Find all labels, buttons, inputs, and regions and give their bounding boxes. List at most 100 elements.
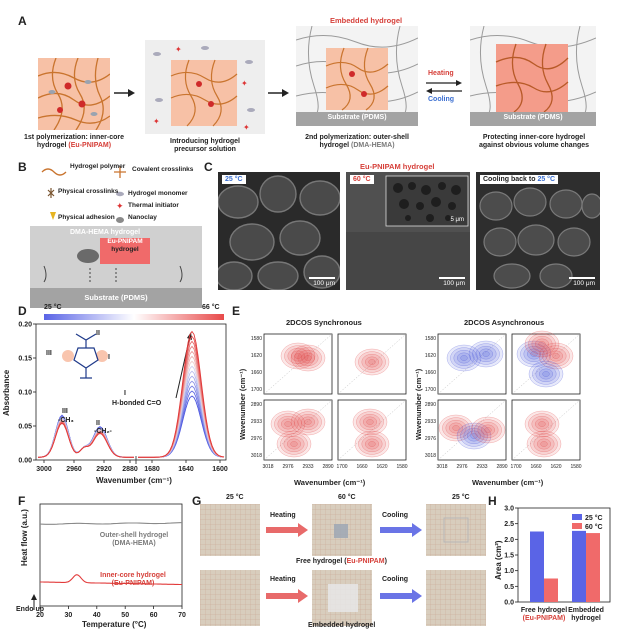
e-contour [364,438,379,450]
e-contour [477,421,499,438]
e-contour [470,416,506,444]
e-xtick-label: 1580 [396,464,407,470]
d-curve-left [37,420,134,458]
g-free-label-c: ) [384,558,387,565]
e-ytick-label: 1620 [251,353,262,359]
d-curve-left [38,416,134,458]
h-category-label: Free hydrogel [521,607,567,614]
legend-covalent-crosslinks: Covalent crosslinks [132,166,194,173]
e-xtick-label: 1580 [570,464,581,470]
inset-scale: 5 μm [450,217,464,223]
e-contour [528,413,556,435]
h-bar [530,531,544,602]
e-xtick-label: 2933 [302,464,313,470]
d-ytick-label: 0.15 [18,356,32,363]
h-category-label: Embedded [568,607,604,614]
e-contour [352,408,388,436]
g-temp-2: 60 °C [338,494,356,501]
d-peak-iii: -CH₃ [58,417,74,424]
e-contour [472,343,500,365]
e-xtick-label: 1700 [510,464,521,470]
panel-label-f: F [18,494,26,508]
e-contour [304,419,312,425]
e-contour [366,419,374,425]
g-free-label-a: Free hydrogel ( [296,558,347,565]
d-xtick-label: 1600 [212,466,228,473]
sem-tag-cooling-a: Cooling back to [483,176,538,183]
d-ylabel: Absorbance [2,369,11,416]
e-contour [538,342,574,370]
d-peak-ii: -CH₂- [94,428,112,435]
g-arrow-shaft [380,593,412,599]
e-contour [537,438,552,450]
d-xtick-label: 1640 [178,466,194,473]
e-ytick-label: 2976 [425,436,436,442]
e-contour [304,355,312,361]
temp-low-label: 25 °C [44,304,62,311]
legend-physical-adhesion: Physical adhesion [58,214,115,221]
e-contour [294,347,322,369]
step1-caption-b: hydrogel [36,142,67,149]
e-contour [354,348,390,376]
2dcos-maps: 1580162016601700289029332976301815801620… [251,330,582,470]
e-ylabel-right: Wavenumber (cm⁻¹) [414,368,423,440]
legend-nanoclay: Nanoclay [128,214,157,221]
g-arrow-shaft [266,527,298,533]
g-arrow-shaft [380,527,412,533]
sem-image-60c: 60 °C 5 μm 100 μm [346,172,470,290]
e-contour [361,354,383,371]
e-map-diagonal [437,399,507,461]
g-temp-1: 25 °C [226,494,244,501]
e-contour [358,351,386,373]
area-bar-chart: 0.0 0.5 1.0 1.5 2.0 2.5 3.0 25 °C60 °C Free hydr… [504,506,611,622]
e-contour [294,411,322,433]
d-xtick-label: 1680 [144,466,160,473]
core-label-b: hydrogel [111,246,139,253]
d-curve-left [38,414,134,458]
ftir-chart: 0.00 0.05 0.10 0.15 0.20 3000 2960 2920 2880 1680… [18,322,228,474]
protected-hydrogel-icon [470,26,596,126]
panel-label-h: H [488,494,497,508]
hydrogel-monomer-icon [116,191,124,197]
g-cooling-bottom: Cooling [382,576,409,583]
e-contour [283,435,305,452]
embedded-hydrogel-icon [296,26,418,126]
e-ytick-label: 1700 [425,387,436,393]
substrate-label-step3: Substrate (PDMS) [327,114,387,121]
d-curve-right [138,330,225,458]
h-legend-label: 25 °C [585,514,603,522]
h-bar [572,530,586,602]
e-ytick-label: 1700 [251,387,262,393]
d-xlabel: Wavenumber (cm⁻¹) [96,476,172,485]
d-roman-iii-top: III [46,350,52,357]
g-arrow-head [412,589,422,603]
e-contour [442,417,470,439]
d-ytick-label: 0.05 [18,424,32,431]
f-curve-outer [39,522,183,525]
d-roman-ii-top: II [96,330,100,337]
step3-caption-c: (DMA-HEMA) [350,142,395,149]
e-contour [446,344,482,372]
h-bar [544,578,558,602]
step3-caption-a: 2nd polymerization: outer-shell [305,134,409,141]
e-contour [358,433,386,455]
d-roman-i-top: I [108,354,110,361]
legend-symbols: ✦ [41,166,126,223]
e-xtick-label: 3018 [262,464,273,470]
e-contour [478,348,493,360]
e-contour [528,333,556,355]
h-legend-swatch [572,523,582,529]
e-ytick-label: 2890 [251,402,262,408]
e-contour [354,430,390,458]
temperature-colorbar [44,314,224,320]
e-contour [539,368,554,380]
e-ytick-label: 1660 [251,370,262,376]
nanoclay-icon [116,217,124,223]
d-ytick-label: 0.10 [18,390,32,397]
e-xtick-label: 1660 [356,464,367,470]
e-contour [480,424,495,436]
h-ytick-label: 0.0 [504,600,514,607]
h-category-label: hydrogel [571,615,601,622]
e-title-sync: 2DCOS Synchronous [286,318,362,327]
e-map-diagonal [337,333,407,395]
